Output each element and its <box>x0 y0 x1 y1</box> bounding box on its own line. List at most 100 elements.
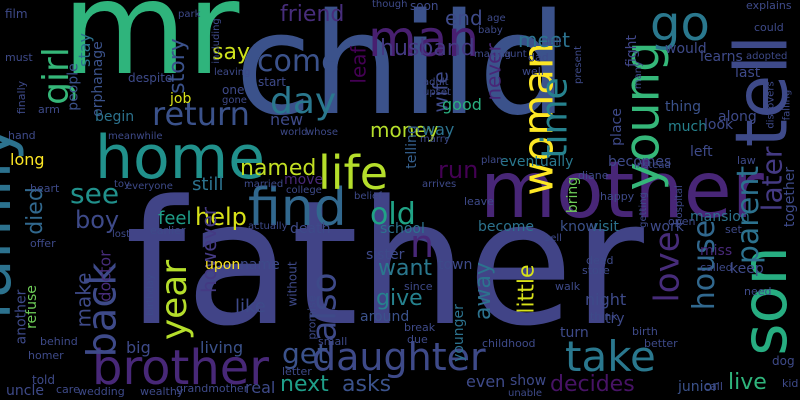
word-town: town <box>438 257 473 273</box>
word-life: life <box>318 146 389 200</box>
word-arrives: arrives <box>422 179 457 190</box>
word-despite: despite <box>128 71 173 85</box>
word-bring: bring <box>565 176 582 214</box>
word-husband: husband <box>380 36 475 61</box>
word-homer: homer <box>28 349 64 362</box>
word-year: year <box>154 259 196 341</box>
word-dad: dad <box>528 51 549 64</box>
word-try: try <box>605 311 625 327</box>
word-learns: learns <box>700 49 743 65</box>
word-become: become <box>478 219 535 235</box>
word-school: school <box>380 221 425 237</box>
word-small: small <box>318 335 348 348</box>
word-return: return <box>152 95 250 133</box>
word-mansion: mansion <box>690 209 750 225</box>
word-arm: arm <box>38 103 60 116</box>
word-get: get <box>282 337 328 370</box>
word-turn: turn <box>560 325 589 341</box>
word-still: still <box>192 174 224 195</box>
word-earlier: earlier <box>150 224 186 237</box>
word-heart: heart <box>30 182 60 195</box>
word-run: run <box>438 156 479 184</box>
word-actually: actually <box>248 221 288 232</box>
word-much: much <box>668 119 708 135</box>
word-since: since <box>404 280 433 293</box>
word-lost: lost <box>112 229 131 240</box>
word-baby: baby <box>478 25 503 36</box>
word-meanwhile: meanwhile <box>108 131 163 142</box>
word-law: law <box>737 154 756 167</box>
word-happy: happy <box>600 190 635 203</box>
word-dead: dead <box>586 254 614 267</box>
word-without: without <box>285 261 300 307</box>
word-college: college <box>286 185 322 196</box>
word-name: name <box>240 257 280 273</box>
word-set: set <box>725 223 742 236</box>
word-getting: getting <box>637 192 649 228</box>
word-grandmother: grandmother <box>176 382 249 395</box>
word-child: child <box>235 0 568 147</box>
word-instead: instead <box>634 160 671 171</box>
word-soon: soon <box>410 0 439 13</box>
word-call: call <box>704 380 723 393</box>
word-unable: unable <box>508 388 543 399</box>
word-move: move <box>284 172 324 188</box>
word-keep: keep <box>730 261 764 277</box>
word-falling: falling <box>781 89 793 121</box>
word-find: find <box>248 178 347 238</box>
word-fall: fall <box>546 37 562 48</box>
word-leave: leave <box>464 195 494 208</box>
word-park: park <box>178 9 201 20</box>
word-long: long <box>10 150 45 169</box>
word-discovers: discovers <box>765 81 777 129</box>
word-come: come <box>257 44 340 79</box>
word-wealthy: wealthy <box>140 385 184 398</box>
word-hand: hand <box>8 129 36 142</box>
word-explains: explains <box>746 0 792 12</box>
word-man: man <box>368 10 480 68</box>
word-think: think <box>590 310 618 323</box>
word-another: another <box>13 289 30 345</box>
word-upset: upset <box>423 87 451 98</box>
word-leaf: leaf <box>346 46 371 84</box>
word-due: due <box>407 333 428 346</box>
word-miss: miss <box>700 243 733 259</box>
word-sell: sell <box>545 233 562 244</box>
word-daughter: daughter <box>312 335 486 379</box>
word-home: home <box>95 123 266 193</box>
word-asks: asks <box>342 372 392 397</box>
word-married: married <box>244 179 284 190</box>
word-must: must <box>5 51 33 64</box>
word-decides: decides <box>550 372 635 397</box>
word-hospital: hospital <box>673 185 685 225</box>
word-day: day <box>270 81 337 122</box>
word-job: job <box>170 91 192 107</box>
word-friend: friend <box>280 2 345 27</box>
word-along: along <box>718 109 757 125</box>
word-younger: younger <box>450 304 467 362</box>
word-adult: adult <box>423 77 449 88</box>
word-time: time <box>534 77 576 159</box>
word-kid: kid <box>782 377 799 390</box>
word-behind: behind <box>40 335 78 348</box>
word-look: look <box>704 117 734 133</box>
word-say: say <box>212 40 250 65</box>
word-named: named <box>240 156 317 181</box>
word-becomes: becomes <box>608 154 672 170</box>
word-new: new <box>270 110 304 129</box>
word-eventually: eventually <box>500 154 574 170</box>
word-aunt: aunt <box>504 49 527 60</box>
word-mr: mr <box>62 0 240 104</box>
word-left: left <box>690 144 713 160</box>
word-plan: plan <box>481 155 503 166</box>
word-take: take <box>565 332 656 381</box>
word-way: way <box>422 120 455 139</box>
word-story: story <box>164 38 190 94</box>
word-birth: birth <box>632 325 658 338</box>
word-boy: boy <box>75 206 120 234</box>
word-present: present <box>573 45 585 85</box>
word-brother: brother <box>92 340 270 396</box>
word-even: even <box>466 372 506 391</box>
word-childhood: childhood <box>482 337 536 350</box>
word-world: world <box>280 127 308 138</box>
